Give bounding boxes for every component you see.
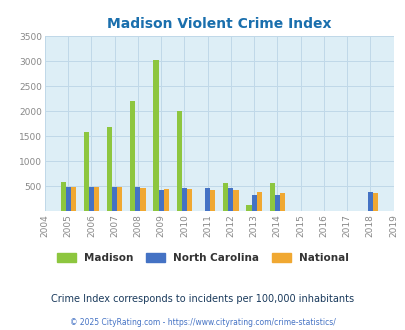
- Bar: [70, 187, 76, 211]
- Bar: [140, 188, 145, 211]
- Bar: [158, 190, 163, 211]
- Bar: [246, 205, 251, 211]
- Legend: Madison, North Carolina, National: Madison, North Carolina, National: [53, 249, 352, 267]
- Bar: [210, 190, 215, 211]
- Bar: [176, 111, 181, 211]
- Bar: [181, 188, 186, 211]
- Title: Madison Violent Crime Index: Madison Violent Crime Index: [107, 17, 330, 31]
- Bar: [66, 187, 70, 211]
- Bar: [117, 187, 122, 211]
- Bar: [205, 188, 210, 211]
- Bar: [372, 193, 377, 211]
- Text: Crime Index corresponds to incidents per 100,000 inhabitants: Crime Index corresponds to incidents per…: [51, 294, 354, 304]
- Bar: [269, 183, 274, 211]
- Bar: [107, 127, 112, 211]
- Bar: [279, 193, 284, 211]
- Bar: [135, 187, 140, 211]
- Bar: [153, 60, 158, 211]
- Bar: [223, 183, 228, 211]
- Bar: [274, 195, 279, 211]
- Bar: [89, 187, 94, 211]
- Bar: [233, 190, 238, 211]
- Bar: [94, 187, 99, 211]
- Bar: [228, 188, 233, 211]
- Bar: [112, 187, 117, 211]
- Bar: [83, 132, 89, 211]
- Bar: [186, 189, 192, 211]
- Bar: [60, 182, 66, 211]
- Bar: [130, 101, 135, 211]
- Bar: [367, 192, 372, 211]
- Text: © 2025 CityRating.com - https://www.cityrating.com/crime-statistics/: © 2025 CityRating.com - https://www.city…: [70, 318, 335, 327]
- Bar: [163, 189, 168, 211]
- Bar: [251, 195, 256, 211]
- Bar: [256, 192, 261, 211]
